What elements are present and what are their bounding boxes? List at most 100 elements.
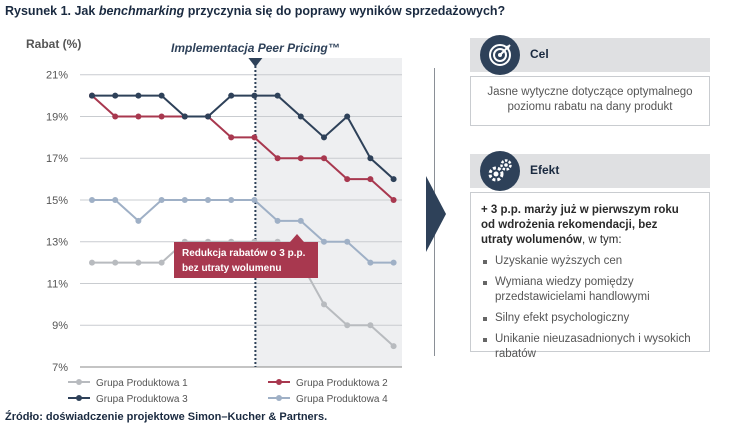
list-item: Wymiana wiedzy pomiędzy przedstawicielami… bbox=[481, 275, 701, 305]
annotation-box bbox=[174, 242, 318, 278]
legend-label: Grupa Produktowa 3 bbox=[96, 394, 188, 405]
data-point bbox=[344, 322, 351, 329]
data-point bbox=[89, 196, 95, 203]
data-point bbox=[344, 238, 351, 245]
data-point bbox=[390, 259, 397, 266]
goal-box: Jasne wytyczne dotyczące optymalnego poz… bbox=[470, 76, 710, 126]
goal-heading: Cel bbox=[530, 47, 549, 61]
data-point bbox=[297, 113, 304, 120]
data-point bbox=[112, 196, 119, 203]
data-point bbox=[367, 176, 374, 183]
series-line bbox=[92, 94, 395, 180]
data-point bbox=[321, 238, 327, 245]
data-point bbox=[367, 259, 374, 266]
data-point bbox=[251, 196, 258, 203]
data-point bbox=[89, 92, 95, 99]
effect-heading: Efekt bbox=[530, 163, 560, 177]
legend-marker bbox=[76, 395, 82, 401]
data-point bbox=[89, 259, 95, 266]
list-item-text: Unikanie nieuzasadnionych i wysokich bbox=[495, 333, 691, 345]
data-point bbox=[228, 92, 235, 99]
implementation-label: Implementacja Peer Pricing™ bbox=[171, 41, 340, 55]
data-point bbox=[158, 113, 165, 120]
legend-label: Grupa Produktowa 4 bbox=[296, 394, 388, 405]
annotation-line2: bez utraty wolumenu bbox=[182, 263, 281, 274]
list-item-text: Wymiana wiedzy pomiędzy bbox=[495, 276, 634, 288]
post-implementation-area bbox=[255, 58, 402, 367]
y-axis-label: Rabat (%) bbox=[26, 37, 81, 51]
data-point bbox=[135, 217, 142, 224]
annotation-arrow-icon bbox=[290, 234, 304, 242]
data-point bbox=[274, 217, 281, 224]
goal-text-line1: Jasne wytyczne dotyczące optymalnego bbox=[487, 86, 693, 98]
title-emphasis: benchmarking bbox=[98, 4, 185, 18]
y-tick-labels: 21% 19% 17% 15% 13% 11% 9% 7% bbox=[46, 70, 68, 374]
data-point bbox=[135, 259, 142, 266]
data-point bbox=[112, 259, 119, 266]
list-item: Uzyskanie wyższych cen bbox=[481, 254, 701, 269]
legend-marker bbox=[76, 379, 82, 385]
y-tick-label: 13% bbox=[46, 237, 68, 249]
implementation-marker-icon bbox=[248, 58, 263, 67]
title-suffix: przyczynia się do poprawy wyników sprzed… bbox=[184, 4, 506, 18]
y-tick-label: 17% bbox=[46, 153, 68, 165]
data-point bbox=[367, 322, 374, 329]
data-point bbox=[158, 92, 165, 99]
chart-legend: Grupa Produktowa 1 Grupa Produktowa 2 Grup… bbox=[68, 378, 388, 405]
data-point bbox=[205, 196, 211, 203]
series-line bbox=[92, 240, 395, 347]
data-point bbox=[297, 217, 304, 224]
data-point bbox=[112, 92, 119, 99]
effect-list: Uzyskanie wyższych cen Wymiana wiedzy po… bbox=[481, 254, 701, 362]
list-item-text: rabatów bbox=[495, 348, 536, 360]
title-prefix: Rysunek 1. Jak bbox=[5, 4, 99, 18]
data-point bbox=[112, 113, 119, 120]
list-item: Unikanie nieuzasadnionych i wysokich raba… bbox=[481, 332, 701, 362]
effect-lead-line3: utraty wolumenów, w tym: bbox=[481, 233, 701, 248]
data-point bbox=[297, 155, 304, 162]
goal-text-line2: poziomu rabatu na dany produkt bbox=[507, 101, 673, 113]
data-point bbox=[321, 155, 327, 162]
data-point bbox=[274, 92, 281, 99]
legend-label: Grupa Produktowa 1 bbox=[96, 378, 188, 389]
list-item: Silny efekt psychologiczny bbox=[481, 311, 701, 326]
y-tick-label: 21% bbox=[46, 70, 68, 82]
data-point bbox=[228, 196, 235, 203]
y-tick-label: 7% bbox=[52, 362, 68, 374]
gears-icon bbox=[480, 151, 520, 191]
list-item-text: przedstawicielami handlowymi bbox=[495, 291, 650, 303]
data-point bbox=[205, 113, 211, 120]
data-point bbox=[251, 92, 258, 99]
data-point bbox=[367, 155, 374, 162]
data-point bbox=[321, 301, 327, 308]
effect-lead-line2: od wdrożenia rekomendacji, bez bbox=[481, 219, 658, 231]
data-point bbox=[228, 134, 235, 141]
legend-marker bbox=[276, 395, 282, 401]
y-tick-label: 19% bbox=[46, 111, 68, 123]
series-line bbox=[92, 198, 394, 264]
legend-marker bbox=[276, 379, 282, 385]
legend-label: Grupa Produktowa 2 bbox=[296, 378, 388, 389]
annotation-callout: Redukcja rabatów o 3 p.p. bez utraty wol… bbox=[174, 234, 318, 278]
figure-title: Rysunek 1. Jak benchmarking przyczynia s… bbox=[5, 4, 505, 18]
data-point bbox=[181, 196, 188, 203]
data-point bbox=[135, 113, 142, 120]
source-note: Źródło: doświadczenie projektowe Simon–K… bbox=[5, 411, 328, 423]
y-tick-label: 9% bbox=[52, 320, 68, 332]
flow-arrow-icon bbox=[426, 176, 446, 252]
data-point bbox=[390, 343, 397, 350]
list-item-text: Silny efekt psychologiczny bbox=[495, 312, 630, 324]
series-line bbox=[91, 94, 395, 201]
data-point bbox=[158, 259, 165, 266]
effect-box: + 3 p.p. marży już w pierwszym roku od w… bbox=[470, 192, 710, 360]
data-point bbox=[158, 196, 165, 203]
annotation-line1: Redukcja rabatów o 3 p.p. bbox=[182, 248, 306, 259]
data-point bbox=[321, 134, 327, 141]
data-point bbox=[344, 113, 351, 120]
list-item-text: Uzyskanie wyższych cen bbox=[495, 255, 623, 267]
series-lines bbox=[89, 92, 397, 350]
data-point bbox=[344, 176, 351, 183]
discount-chart: Rabat (%) 21% 19% 17% 15% 13% 11% 9% 7% Impleme… bbox=[26, 37, 402, 405]
data-point bbox=[181, 113, 188, 120]
data-point bbox=[274, 155, 281, 162]
